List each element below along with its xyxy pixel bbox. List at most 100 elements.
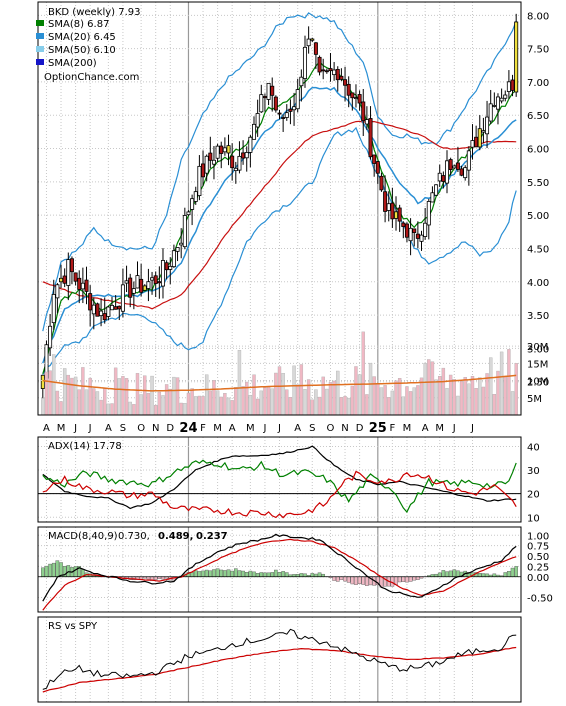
macd-histogram-bar: [448, 570, 453, 577]
volume-bar: [204, 374, 209, 416]
volume-bar: [336, 370, 340, 416]
candle-body: [150, 277, 155, 281]
candle-body: [426, 201, 431, 226]
macd-histogram-bar: [354, 576, 358, 585]
volume-bar: [357, 374, 362, 416]
volume-bar: [241, 386, 245, 416]
candle-body: [495, 96, 500, 110]
candle-body: [302, 46, 307, 79]
macd-ytick-2: 0.25: [527, 562, 549, 573]
candle-body: [252, 123, 257, 140]
candle-body: [128, 277, 133, 298]
candle-body: [492, 105, 497, 107]
volume-bar: [427, 359, 431, 416]
macd-histogram-bar: [270, 572, 275, 577]
month-label: N: [341, 423, 348, 434]
candle-body: [364, 119, 369, 125]
candle-body: [350, 92, 355, 99]
candle-body: [233, 167, 238, 172]
macd-histogram-bar: [44, 565, 49, 577]
candle-body: [514, 21, 519, 93]
candle-body: [448, 159, 453, 170]
volume-bar: [285, 389, 289, 416]
macd-histogram-bar: [248, 570, 253, 577]
volume-bar: [234, 387, 238, 416]
candle-body: [266, 82, 271, 100]
candle-body: [310, 38, 315, 41]
volume-ytick-1: 10M: [527, 377, 548, 388]
volume-bar: [139, 394, 143, 416]
candle-body: [357, 94, 362, 104]
price-ytick-8: 6.50: [527, 111, 549, 122]
candle-body: [404, 223, 409, 238]
volume-bar: [325, 388, 329, 416]
macd-histogram-bar: [350, 576, 355, 585]
macd-ytick-3: 0.50: [527, 552, 549, 563]
candle-body: [48, 325, 53, 349]
candle-body: [230, 155, 235, 169]
macd-histogram-bar: [281, 571, 285, 577]
macd-histogram-bar: [397, 576, 402, 583]
volume-bar: [52, 354, 56, 416]
adx-ytick-2: 30: [527, 466, 540, 477]
macd-histogram-bar: [274, 569, 278, 577]
volume-bar: [270, 388, 274, 416]
candle-body: [95, 303, 100, 317]
volume-bar: [503, 376, 507, 416]
volume-bar: [95, 391, 100, 416]
sma50-legend-swatch: [36, 46, 44, 52]
candle-body: [332, 69, 337, 76]
candle-body: [353, 97, 358, 99]
volume-bar: [314, 389, 318, 416]
candle-body: [201, 163, 206, 178]
volume-bar: [332, 380, 336, 416]
candle-body: [506, 81, 511, 92]
candle-body: [343, 79, 348, 86]
month-label: O: [327, 423, 335, 434]
candle-body: [73, 272, 78, 282]
volume-bar: [121, 376, 125, 416]
month-label: O: [137, 423, 145, 434]
macd-histogram-bar: [314, 573, 318, 577]
macd-histogram-bar: [212, 569, 216, 577]
volume-bar: [143, 375, 147, 416]
macd-histogram-bar: [299, 573, 304, 577]
month-label: A: [105, 423, 112, 434]
volume-bar: [263, 387, 267, 416]
volume-bar: [153, 405, 158, 416]
adx-ytick-1: 20: [527, 490, 540, 501]
month-label: M: [435, 423, 444, 434]
candle-body: [197, 165, 202, 196]
volume-bar: [401, 396, 406, 416]
candle-body: [317, 56, 322, 73]
volume-bar: [317, 396, 322, 416]
volume-bar: [175, 377, 180, 416]
candle-body: [510, 79, 515, 91]
volume-bar: [361, 331, 365, 416]
macd-histogram-bar: [259, 572, 264, 577]
volume-bar: [459, 380, 464, 416]
volume-bar: [172, 376, 176, 416]
price-ytick-5: 5.00: [527, 211, 549, 222]
volume-bar: [499, 351, 504, 416]
volume-bar: [379, 387, 384, 416]
volume-bar: [277, 366, 282, 416]
candle-body: [77, 277, 82, 290]
volume-bar: [463, 377, 467, 416]
candle-body: [503, 94, 508, 99]
macd-histogram-bar: [514, 566, 518, 577]
volume-bar: [296, 384, 300, 416]
month-label: J: [452, 423, 456, 434]
candle-body: [346, 83, 351, 96]
volume-bar: [390, 390, 395, 416]
volume-bar: [474, 388, 478, 416]
macd-histogram-bar: [452, 569, 457, 577]
candle-body: [277, 112, 282, 115]
candle-body: [270, 85, 275, 96]
candle-body: [190, 198, 195, 210]
macd-histogram-bar: [361, 576, 366, 585]
volume-bar: [103, 388, 107, 416]
adx-panel-frame: [37, 436, 522, 523]
candle-body: [219, 145, 224, 154]
